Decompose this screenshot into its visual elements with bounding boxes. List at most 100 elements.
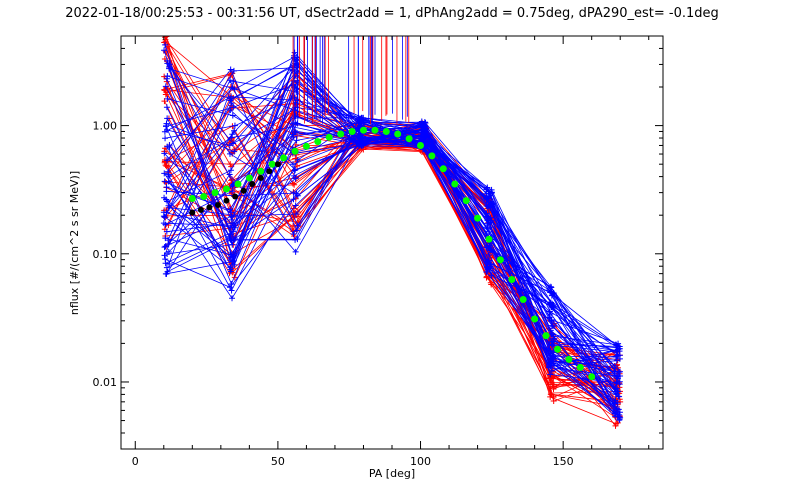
- blue-series-marker: [293, 85, 300, 92]
- blue-series-marker: [485, 203, 492, 210]
- blue-series-marker: [614, 375, 621, 382]
- blue-series-marker: [166, 260, 173, 267]
- blue-series-marker: [226, 142, 233, 149]
- blue-series-line: [163, 137, 620, 385]
- blue-series-marker: [161, 47, 168, 54]
- blue-series-marker: [229, 295, 236, 302]
- black-fit-point: [215, 202, 221, 208]
- blue-series-marker: [166, 142, 173, 149]
- blue-series-marker: [164, 157, 171, 164]
- red-series-marker: [488, 281, 495, 288]
- red-series-marker: [550, 394, 557, 401]
- black-fit-point: [223, 197, 230, 204]
- blue-series-line: [165, 123, 616, 389]
- blue-series-marker: [229, 112, 236, 119]
- blue-series-marker: [161, 252, 168, 259]
- blue-series-marker: [164, 72, 171, 79]
- blue-series-marker: [291, 167, 298, 174]
- black-fit-point: [197, 206, 204, 213]
- blue-series-marker: [162, 83, 169, 90]
- green-fit-point: [451, 180, 459, 188]
- blue-series-marker: [291, 49, 298, 56]
- blue-series-marker: [418, 118, 425, 125]
- blue-series-marker: [487, 200, 494, 207]
- blue-series-marker: [290, 120, 297, 127]
- data-layer: [160, 36, 624, 429]
- blue-series-marker: [357, 135, 364, 142]
- red-series-marker: [612, 422, 619, 429]
- y-tick-label: 0.10: [93, 248, 118, 261]
- blue-series-marker: [549, 352, 556, 359]
- blue-series-marker: [614, 346, 621, 353]
- blue-series-marker: [161, 194, 168, 201]
- blue-series-line: [166, 58, 617, 410]
- green-fit-point: [325, 133, 333, 141]
- black-fit-point: [266, 168, 273, 175]
- blue-series-marker: [294, 156, 301, 163]
- blue-series-marker: [548, 316, 555, 323]
- green-fit-point: [360, 126, 367, 134]
- red-series-marker: [551, 383, 558, 390]
- red-series-marker: [545, 381, 552, 388]
- black-fit-point: [189, 209, 196, 216]
- black-fit-point: [274, 161, 281, 168]
- green-fit-point: [257, 167, 265, 175]
- blue-series-marker: [161, 150, 168, 157]
- blue-series-marker: [292, 248, 299, 255]
- blue-series-marker: [231, 148, 238, 155]
- green-fit-point: [382, 128, 390, 135]
- blue-series-marker: [290, 161, 297, 168]
- y-axis-label: nflux [#/(cm^2 s sr MeV)]: [68, 171, 81, 315]
- red-series-marker: [550, 375, 557, 382]
- blue-series-marker: [163, 270, 170, 277]
- axes: 0 50 100 150 0.01 0.10 1.00: [93, 35, 663, 468]
- blue-series-marker: [227, 251, 234, 258]
- blue-series-marker: [163, 184, 170, 191]
- green-fit-point: [280, 154, 288, 162]
- blue-series-marker: [612, 385, 619, 392]
- blue-series-marker: [290, 196, 297, 203]
- blue-series-marker: [483, 230, 490, 237]
- black-fit-point: [249, 181, 256, 187]
- blue-series-marker: [291, 172, 298, 179]
- blue-series-marker: [485, 251, 492, 258]
- blue-series-marker: [160, 209, 167, 216]
- blue-series-marker: [547, 327, 554, 334]
- blue-series-marker: [612, 368, 619, 375]
- blue-series-marker: [616, 381, 623, 388]
- blue-series-marker: [293, 210, 300, 217]
- blue-series-marker: [162, 260, 169, 267]
- blue-series-marker: [616, 355, 623, 362]
- green-fit-point: [417, 142, 424, 149]
- green-fit-point: [439, 165, 447, 173]
- blue-series-marker: [550, 304, 557, 311]
- blue-series-marker: [483, 210, 490, 217]
- blue-series-marker: [486, 242, 493, 249]
- series-group: [160, 36, 624, 429]
- black-fit-point: [240, 187, 247, 194]
- green-fit-point: [200, 193, 208, 200]
- blue-series-marker: [228, 237, 235, 244]
- blue-series-marker: [484, 259, 491, 266]
- blue-series-marker: [226, 233, 233, 240]
- blue-series-line: [169, 68, 619, 372]
- blue-series-marker: [358, 119, 365, 126]
- blue-series-marker: [615, 372, 622, 379]
- blue-series-marker: [163, 75, 170, 82]
- green-fit-point: [565, 355, 573, 363]
- blue-series-marker: [549, 323, 556, 330]
- green-fit-point: [462, 197, 470, 205]
- green-fit-point: [428, 152, 436, 160]
- green-fit-point: [188, 195, 196, 202]
- y-tick-label: 1.00: [93, 120, 118, 133]
- blue-series-line: [167, 67, 618, 379]
- red-series-marker: [227, 161, 234, 168]
- blue-series-marker: [548, 330, 555, 337]
- green-fit-point: [405, 135, 413, 143]
- red-series-marker: [290, 205, 297, 212]
- blue-series-marker: [161, 170, 168, 177]
- blue-series-marker: [228, 100, 235, 107]
- blue-series-line: [166, 121, 616, 414]
- blue-series-marker: [292, 175, 299, 182]
